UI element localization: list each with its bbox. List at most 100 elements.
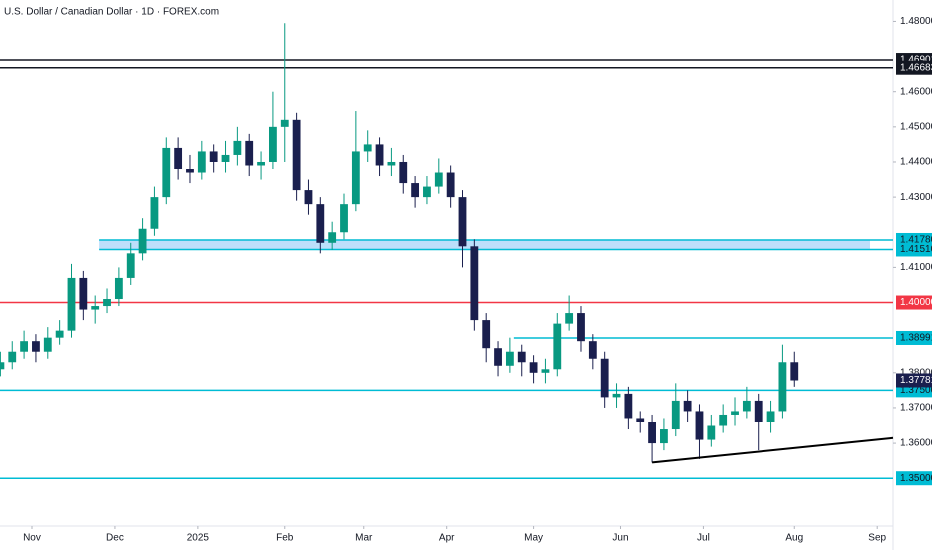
candle-body <box>505 351 514 366</box>
candle-body <box>233 140 242 155</box>
candle-body <box>624 393 633 419</box>
zone-fill <box>99 239 870 250</box>
candle-body <box>683 400 692 412</box>
candle-body <box>79 277 88 310</box>
candle-body <box>32 341 40 352</box>
candle-body <box>126 253 135 278</box>
y-tick-label: 1.45000 <box>900 121 932 132</box>
candle-body <box>648 421 656 444</box>
candle-body <box>458 197 467 247</box>
candle-body <box>660 429 668 444</box>
price-label: 1.37781 <box>900 375 932 386</box>
candle-body <box>411 183 420 198</box>
x-tick-label: Apr <box>439 533 455 544</box>
candle-body <box>790 362 799 381</box>
candle-body <box>482 320 491 349</box>
y-tick-label: 1.37000 <box>900 403 932 414</box>
candle-body <box>8 351 17 363</box>
price-label-box <box>896 60 932 75</box>
price-label: 1.41780 <box>900 235 932 246</box>
candle-body <box>209 151 218 162</box>
price-label: 1.46683 <box>900 62 932 73</box>
candle-body <box>245 140 254 166</box>
candle-body <box>174 147 183 170</box>
candle-body <box>778 362 787 412</box>
candle-body <box>494 348 502 366</box>
candle-body <box>719 414 728 426</box>
candle-body <box>0 362 5 370</box>
candle-body <box>588 341 597 359</box>
x-tick-label: May <box>524 533 543 544</box>
price-label-box <box>896 295 932 310</box>
x-tick-label: Feb <box>276 533 294 544</box>
candle-body <box>387 161 396 166</box>
x-tick-label: Mar <box>355 533 373 544</box>
price-label-box <box>896 242 932 257</box>
candle-body <box>67 277 76 331</box>
y-tick-label: 1.44000 <box>900 157 932 168</box>
y-tick-label: 1.38000 <box>900 367 932 378</box>
candle-body <box>162 147 171 198</box>
candle-body <box>103 299 111 307</box>
price-label-box <box>896 471 932 486</box>
candle-body <box>91 306 100 310</box>
candle-body <box>612 393 621 398</box>
candle-body <box>707 425 716 440</box>
candle-body <box>316 204 325 243</box>
x-tick-label: Aug <box>785 533 803 544</box>
y-tick-label: 1.43000 <box>900 192 932 203</box>
candle-body <box>600 358 609 398</box>
price-label: 1.41510 <box>900 244 932 255</box>
candle-body <box>43 337 52 352</box>
candle-body <box>20 341 29 352</box>
candle-body <box>434 172 443 187</box>
trendline <box>651 436 894 464</box>
candle-body <box>351 151 360 205</box>
price-label-box <box>896 373 932 388</box>
y-tick-label: 1.46000 <box>900 86 932 97</box>
candle-body <box>328 232 337 243</box>
candle-body <box>446 172 455 198</box>
candle-body <box>541 369 550 373</box>
candle-body <box>766 411 775 422</box>
candle-body <box>55 330 64 338</box>
candle-body <box>742 400 751 412</box>
candle-body <box>150 197 159 229</box>
candle-body <box>186 169 194 173</box>
candle-body <box>138 228 147 254</box>
candle-body <box>695 411 704 440</box>
candle-body <box>577 313 585 342</box>
price-label: 1.37500 <box>900 385 932 396</box>
candle-body <box>399 161 408 184</box>
y-tick-label: 1.41000 <box>900 262 932 273</box>
candle-body <box>517 351 526 363</box>
candle-body <box>731 411 739 415</box>
candle-body <box>269 126 277 162</box>
x-tick-label: 2025 <box>187 533 210 544</box>
candle-body <box>257 161 265 166</box>
candle-body <box>423 186 431 198</box>
candle-body <box>470 246 479 321</box>
x-tick-label: Jun <box>612 533 628 544</box>
y-tick-label: 1.48000 <box>900 16 932 27</box>
candle-body <box>280 119 289 127</box>
candle-body <box>363 144 372 152</box>
price-label-box <box>896 330 932 345</box>
x-tick-label: Nov <box>23 533 41 544</box>
candle-body <box>197 151 206 173</box>
candle-body <box>340 204 348 233</box>
y-tick-label: 1.36000 <box>900 438 932 449</box>
price-label: 1.40000 <box>900 297 932 308</box>
candle-body <box>636 418 645 422</box>
candle-body <box>292 119 301 191</box>
x-tick-label: Sep <box>868 533 886 544</box>
candle-body <box>304 190 313 205</box>
candle-body <box>114 277 123 300</box>
candle-body <box>375 144 384 166</box>
candle-body <box>754 400 763 422</box>
price-label: 1.35000 <box>900 473 932 484</box>
